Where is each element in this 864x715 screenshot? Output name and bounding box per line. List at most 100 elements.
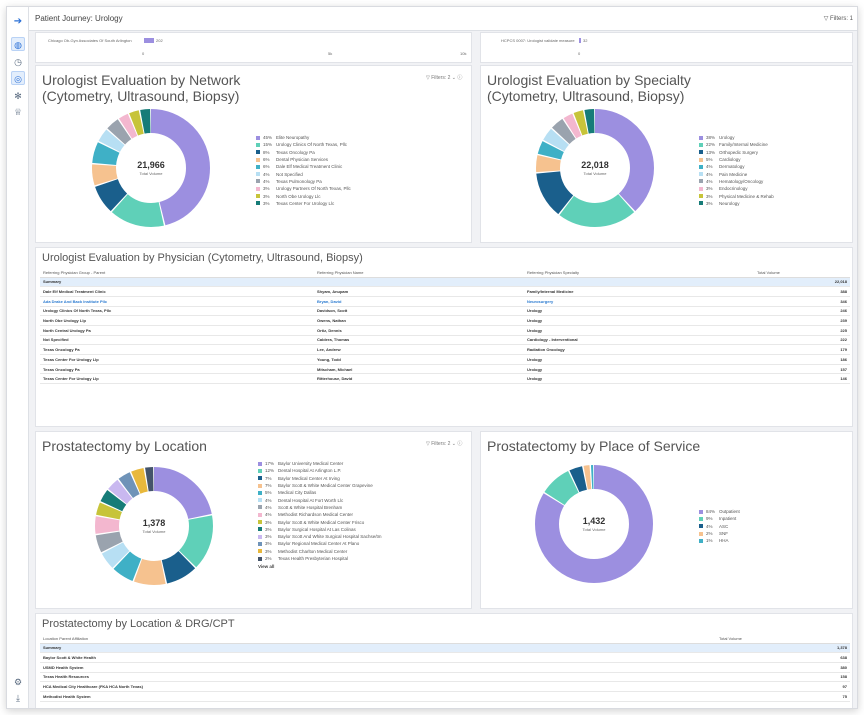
specialty-legend-item[interactable]: 3% Endocrinology xyxy=(699,185,774,192)
filters-button[interactable]: ▽ Filters: 1 xyxy=(824,15,853,22)
place-donut-slice[interactable] xyxy=(535,465,653,583)
specialty-legend-item[interactable]: 3% Neurology xyxy=(699,200,774,207)
specialty-legend-item[interactable]: 4% Hematology/Oncology xyxy=(699,178,774,185)
network-legend-item[interactable]: 4% Not Specified xyxy=(256,170,351,177)
column-header[interactable]: Location Parent Affiliation xyxy=(40,634,716,644)
table-row[interactable]: Texas Oncology Pa Lee, Andrew Radiation On… xyxy=(40,344,850,355)
location-legend-item[interactable]: 4% Methodist Richardson Medical Center xyxy=(258,511,358,518)
physician-name-cell[interactable]: Bryan, David xyxy=(314,296,524,307)
specialty-legend-item[interactable]: 22% Family/Internal Medicine xyxy=(699,141,774,148)
physician-group-cell: Urology Clinics Of North Texas, Pllc xyxy=(40,306,314,317)
settings-icon[interactable]: ⚙ xyxy=(13,677,23,687)
network-legend-item[interactable]: 3% Urology Partners Of North Texas, Pllc xyxy=(256,185,351,192)
location-legend-item[interactable]: 3% Baylor Scott & White Medical Center Fr… xyxy=(258,518,364,525)
total-volume-cell: 179 xyxy=(754,344,850,355)
specialty-legend-item[interactable]: 38% Urology xyxy=(699,134,774,141)
table-row[interactable]: Baylor Scott & White Health 638 xyxy=(40,652,850,663)
location-legend-item[interactable]: 4% Dental Hospital At Fort Worth Llc xyxy=(258,496,358,503)
table-row[interactable]: Not Specified Caldera, Thomas Cardiology -… xyxy=(40,335,850,346)
location-legend-item[interactable]: 17% Baylor University Medical Center xyxy=(258,460,358,467)
place-legend-item[interactable]: 1% HHA xyxy=(699,537,740,544)
location-legend-item[interactable]: 12% Dental Hospital At Arlington L.P. xyxy=(258,467,358,474)
network-legend-item[interactable]: 3% Texas Center For Urology Llc xyxy=(256,200,351,207)
table-row[interactable]: Dale Elf Medical Treatment Clinic Shyam, … xyxy=(40,286,850,297)
place-legend-item[interactable]: 9% Inpatient xyxy=(699,515,740,522)
specialty-legend-item[interactable]: 3% Physical Medicine & Rehab xyxy=(699,192,774,199)
globe-icon[interactable]: ◍ xyxy=(11,37,25,51)
location-donut-slice[interactable] xyxy=(95,467,213,585)
location-donut-slice[interactable] xyxy=(95,467,213,585)
place-legend-item[interactable]: 2% SNF xyxy=(699,530,740,537)
table-row[interactable]: Texas Center For Urology Llp Young, Todd U… xyxy=(40,354,850,365)
strip-bar[interactable] xyxy=(144,38,154,43)
specialty-donut-slice[interactable] xyxy=(536,109,654,227)
specialty-legend-item[interactable]: 4% Dermatology xyxy=(699,163,774,170)
table-row[interactable]: Texas Health Resources 158 xyxy=(40,672,850,683)
table-row[interactable]: Ada Drake And Back Institute Pllc Bryan, … xyxy=(40,296,850,307)
gear-icon[interactable]: ✻ xyxy=(14,91,22,101)
network-donut-slice[interactable] xyxy=(92,109,210,227)
table-row[interactable]: North Obe Urology Llp Owens, Nathan Urolog… xyxy=(40,315,850,326)
location-donut-slice[interactable] xyxy=(95,467,213,585)
network-donut-slice[interactable] xyxy=(92,109,210,227)
legend-label: Pain Medicine xyxy=(719,171,748,177)
legend-label: Family/Internal Medicine xyxy=(719,142,768,148)
network-legend-item[interactable]: 4% Texas Pulmonology Pa xyxy=(256,178,351,185)
physician-group-cell[interactable]: Ada Drake And Back Institute Pllc xyxy=(40,296,314,307)
column-header[interactable]: Referring Physician Specialty xyxy=(524,268,754,278)
column-header[interactable]: Referring Physician Name xyxy=(314,268,524,278)
specialty-legend-item[interactable]: 5% Cardiology xyxy=(699,156,774,163)
legend-label: Baylor University Medical Center xyxy=(278,461,344,467)
location-legend-item[interactable]: 7% Baylor Medical Center At Irving xyxy=(258,475,358,482)
physician-group-cell: Texas Oncology Pa xyxy=(40,364,314,375)
network-filters-button[interactable]: ▽ Filters: 2 ⌄ ⓘ xyxy=(426,75,463,81)
location-legend-item[interactable]: 5% Medical City Dallas xyxy=(258,489,358,496)
specialty-donut-slice[interactable] xyxy=(536,109,654,227)
physician-group-cell: Dale Elf Medical Treatment Clinic xyxy=(40,286,314,297)
network-legend-item[interactable]: 45% Elite Neuropathy xyxy=(256,134,351,141)
legend-swatch xyxy=(699,201,703,206)
location-legend-item[interactable]: 3% Baylor Regional Medical Center At Plan… xyxy=(258,540,359,547)
location-legend-item[interactable]: 3% Methodist Charlton Medical Center xyxy=(258,548,358,555)
view-all-link[interactable]: View all xyxy=(258,564,275,570)
place-legend-item[interactable]: 4% ASC xyxy=(699,523,740,530)
specialty-legend-item[interactable]: 13% Orthopedic Surgery xyxy=(699,149,774,156)
trophy-icon[interactable]: ♕ xyxy=(13,107,23,117)
physician-specialty-cell[interactable]: Neurosurgery xyxy=(524,296,754,307)
column-header[interactable]: Referring Physician Group - Parent xyxy=(40,268,314,278)
table-row[interactable]: USMD Health System 380 xyxy=(40,662,850,673)
table-row[interactable]: Methodist Health System 75 xyxy=(40,691,850,702)
clock-icon[interactable]: ◷ xyxy=(14,57,22,67)
place-legend-item[interactable]: 84% Outpatient xyxy=(699,508,740,515)
location-legend-item[interactable]: 3% Baylor Scott And White Surgical Hospit… xyxy=(258,533,382,540)
location-legend-item[interactable]: 2% Texas Health Presbyterian Hospital xyxy=(258,555,358,562)
network-legend-item[interactable]: 6% Dental Physician Services xyxy=(256,156,351,163)
legend-swatch xyxy=(256,157,260,162)
table-row[interactable]: Texas Oncology Pa Mitscham, Michael Urolog… xyxy=(40,364,850,375)
location-filters-button[interactable]: ▽ Filters: 2 ⌄ ⓘ xyxy=(426,441,463,447)
location-legend-item[interactable]: 7% Baylor Scott & White Medical Center Gr… xyxy=(258,482,373,489)
specialty-legend-item[interactable]: 4% Pain Medicine xyxy=(699,170,774,177)
table-row[interactable]: Urology Clinics Of North Texas, Pllc Davi… xyxy=(40,306,850,317)
network-legend-item[interactable]: 15% Urology Clinics Of North Texas, Pllc xyxy=(256,141,351,148)
specialty-donut-slice[interactable] xyxy=(536,109,654,227)
arrow-logo-icon[interactable]: ➔ xyxy=(13,16,23,27)
table-row[interactable]: HCA Medical City Healthcare (FKA HCA Nor… xyxy=(40,681,850,692)
chart-icon[interactable]: ◎ xyxy=(11,71,25,85)
table-row[interactable]: North Central Urology Pa Ortiz, Dennis Uro… xyxy=(40,325,850,336)
download-icon[interactable]: ⤓ xyxy=(16,693,20,703)
network-legend-item[interactable]: 3% North Obe Urology Llc xyxy=(256,192,351,199)
location-legend-item[interactable]: 3% Baylor Surgical Hospital At Las Colina… xyxy=(258,526,358,533)
summary-row[interactable]: Summary 22,018 xyxy=(40,277,850,288)
column-header[interactable]: Total Volume xyxy=(716,634,850,644)
strip-bar[interactable] xyxy=(579,38,581,43)
location-legend-item[interactable]: 4% Scott & White Hospital Brenham xyxy=(258,504,358,511)
table-row[interactable]: Texas Center For Urology Llp Ritterhouse,… xyxy=(40,373,850,385)
summary-value: 22,018 xyxy=(754,277,850,288)
network-legend-item[interactable]: 6% Dale Elf Medical Treatment Clinic xyxy=(256,163,351,170)
network-donut-slice[interactable] xyxy=(92,109,210,227)
network-legend-item[interactable]: 8% Texas Oncology Pa xyxy=(256,149,351,156)
column-header[interactable]: Total Volume xyxy=(754,268,850,278)
location-donut-slice[interactable] xyxy=(95,467,213,585)
summary-row[interactable]: Summary 1,378 xyxy=(40,643,850,654)
